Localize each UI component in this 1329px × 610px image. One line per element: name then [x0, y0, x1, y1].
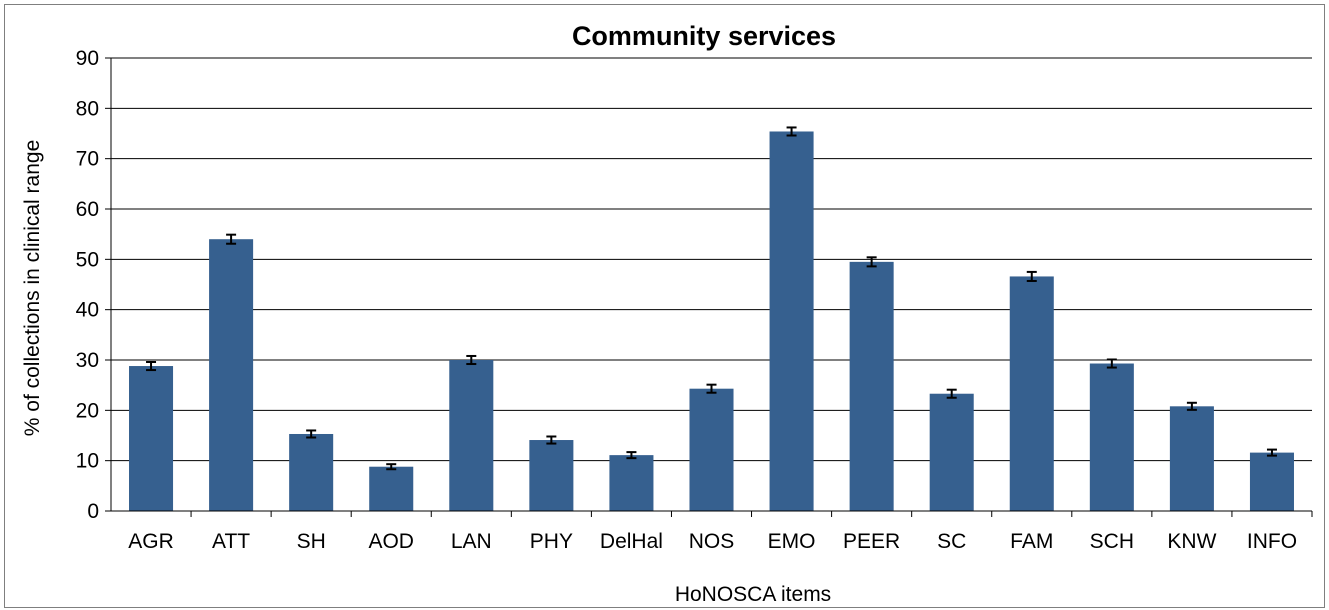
bar-agr	[129, 366, 174, 511]
bar-sc	[929, 393, 974, 511]
x-tick-label: EMO	[768, 530, 816, 553]
y-tick-label: 30	[76, 349, 99, 372]
y-tick-label: 10	[76, 450, 99, 473]
bar-peer	[849, 261, 894, 511]
x-tick-label: INFO	[1247, 530, 1297, 553]
y-tick-label: 80	[76, 97, 99, 120]
x-tick-label: NOS	[689, 530, 735, 553]
x-tick-label: ATT	[212, 530, 250, 553]
x-tick-label: SCH	[1090, 530, 1134, 553]
bar-att	[209, 239, 254, 511]
bar-phy	[529, 440, 574, 511]
y-tick-label: 20	[76, 399, 99, 422]
bar-aod	[369, 466, 414, 511]
bars	[129, 131, 1294, 511]
bar-info	[1249, 452, 1294, 511]
error-bars	[146, 126, 1277, 471]
x-tick-label: PHY	[530, 530, 573, 553]
y-tick-label: 90	[76, 47, 99, 70]
bar-knw	[1169, 406, 1214, 511]
x-tick-label: AOD	[368, 530, 414, 553]
bar-nos	[689, 388, 734, 511]
x-tick-label: KNW	[1167, 530, 1216, 553]
bar-sch	[1089, 363, 1134, 511]
x-axis-label: HoNOSCA items	[675, 583, 831, 606]
x-tick-label: SH	[297, 530, 326, 553]
y-tick-label: 70	[76, 148, 99, 171]
chart-title: Community services	[572, 21, 836, 51]
bar-fam	[1009, 276, 1054, 511]
y-axis-label: % of collections in clinical range	[21, 140, 44, 436]
x-tick-label: AGR	[128, 530, 174, 553]
x-tick-label: FAM	[1010, 530, 1053, 553]
x-tick-label: PEER	[843, 530, 900, 553]
axes	[105, 57, 1313, 517]
x-tick-label: LAN	[451, 530, 492, 553]
bar-delhal	[609, 455, 654, 511]
x-tick-labels: AGR ATT SH AOD LAN PHY DelHal NOS EMO PEER SC FAM SC…	[128, 530, 1297, 553]
bar-lan	[449, 360, 494, 511]
x-tick-label: DelHal	[600, 530, 663, 553]
y-tick-labels: 0 10 20 30 40 50 60 70 80 90	[76, 47, 99, 523]
y-tick-label: 0	[87, 500, 99, 523]
x-tick-label: SC	[937, 530, 966, 553]
bar-sh	[289, 433, 334, 511]
y-tick-label: 40	[76, 299, 99, 322]
y-tick-label: 50	[76, 248, 99, 271]
y-tick-label: 60	[76, 198, 99, 221]
bar-emo	[769, 131, 814, 511]
